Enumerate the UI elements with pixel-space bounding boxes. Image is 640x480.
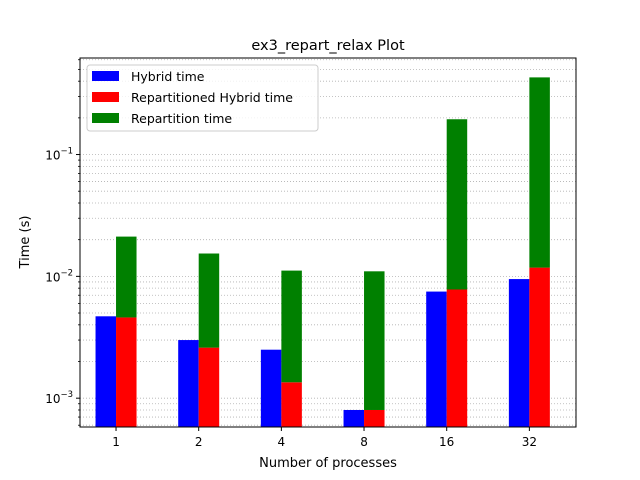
legend-label: Repartition time <box>131 111 232 126</box>
legend-swatch <box>92 92 119 102</box>
bar-hybrid-time <box>426 291 447 427</box>
legend-frame <box>86 64 319 132</box>
bar-hybrid-time <box>508 279 530 427</box>
bar-repartitioned-hybrid-time <box>198 347 220 427</box>
bar-repartitioned-hybrid-time <box>116 317 137 427</box>
y-tick-label: 10−2 <box>45 268 73 284</box>
bar-repartitioned-hybrid-time <box>364 409 385 427</box>
legend: Hybrid time Repartitioned Hybrid time Repa… <box>86 64 319 132</box>
x-tick-label: 2 <box>195 435 203 449</box>
axes-frame <box>79 57 577 428</box>
bar-repartitioned-hybrid-time <box>529 267 550 427</box>
y-axis-ticks: 10−3 10−2 10−1 <box>45 59 80 426</box>
bar-hybrid-time <box>260 349 282 427</box>
legend-swatch <box>92 71 119 81</box>
bar-repartition-time <box>281 270 302 383</box>
bar-repartition-time <box>364 271 385 410</box>
x-tick-label: 8 <box>360 435 368 449</box>
x-tick-label: 4 <box>278 435 286 449</box>
chart-title: ex3_repart_relax Plot <box>251 38 405 54</box>
legend-label: Hybrid time <box>131 69 205 84</box>
y-tick-label: 10−3 <box>45 390 73 406</box>
bar-repartition-time <box>529 77 550 268</box>
y-tick-label: 10−1 <box>45 147 73 163</box>
bar-repartition-time <box>198 253 220 348</box>
x-axis-ticks: 1 2 4 8 16 32 <box>112 427 537 449</box>
bar-hybrid-time <box>343 409 365 427</box>
x-tick-label: 1 <box>112 435 120 449</box>
bar-repartitioned-hybrid-time <box>446 289 468 427</box>
y-axis-label: Time (s) <box>18 216 33 270</box>
bar-hybrid-time <box>178 340 199 427</box>
legend-swatch <box>92 113 119 123</box>
bar-repartitioned-hybrid-time <box>281 382 302 427</box>
bar-repartition-time <box>116 236 137 318</box>
x-tick-label: 16 <box>439 435 454 449</box>
bar-repartition-time <box>446 119 468 290</box>
bars <box>95 77 550 427</box>
bar-hybrid-time <box>95 316 117 427</box>
x-tick-label: 32 <box>522 435 537 449</box>
x-axis-label: Number of processes <box>259 456 397 471</box>
legend-label: Repartitioned Hybrid time <box>131 90 293 105</box>
